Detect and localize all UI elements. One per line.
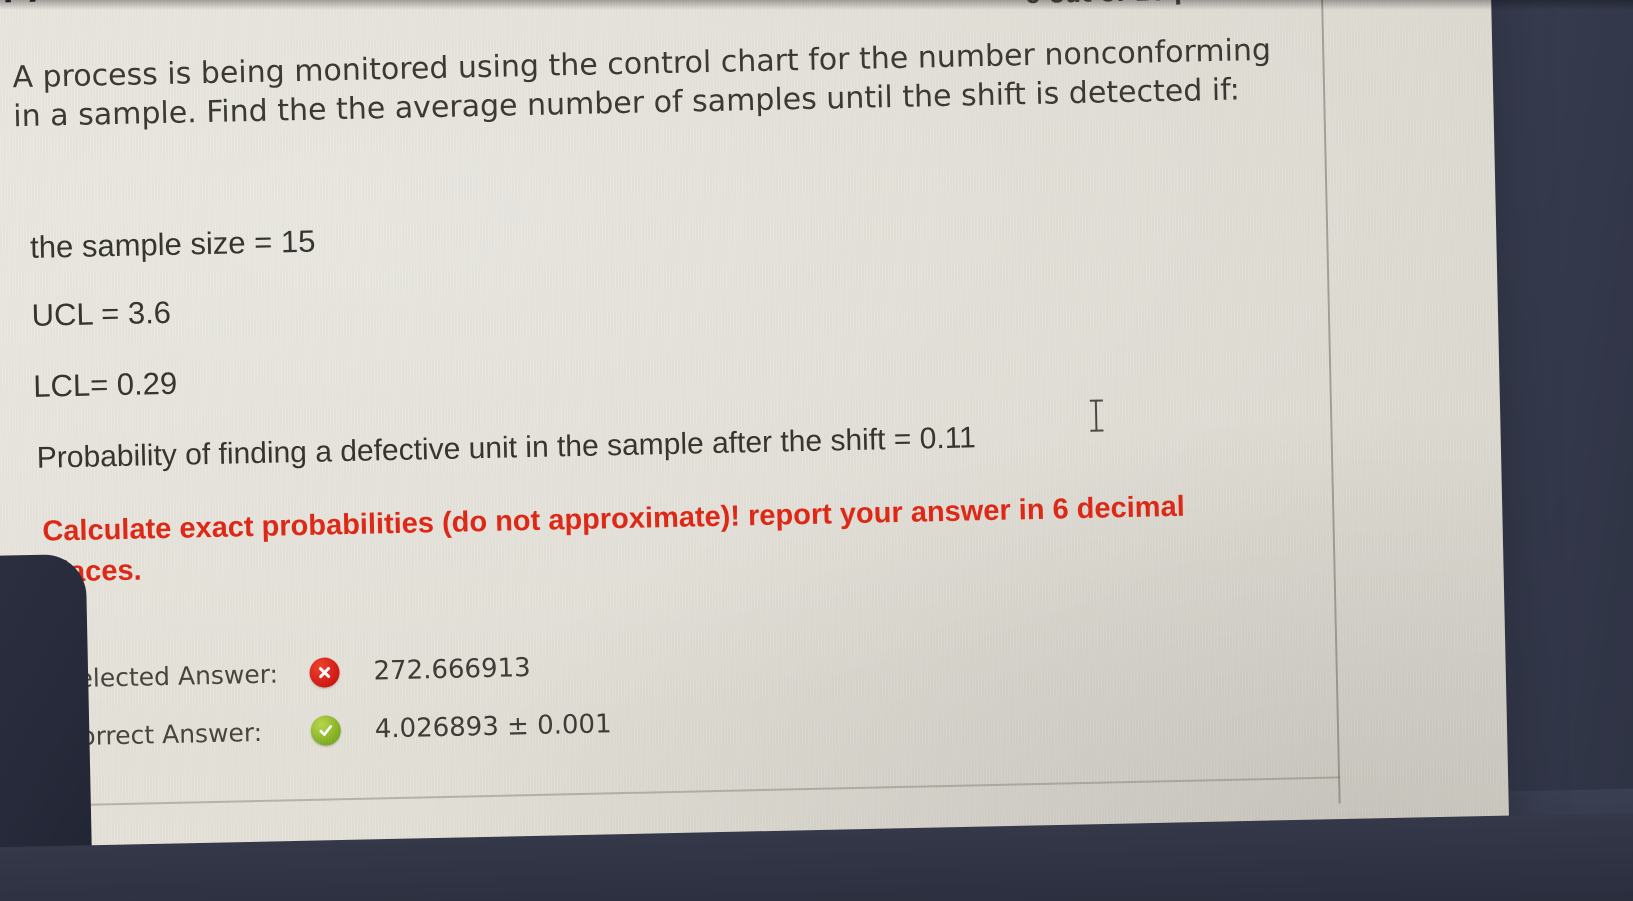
correct-answer-label: Correct Answer:: [62, 717, 263, 751]
parameter-lcl: LCL= 0.29: [32, 365, 178, 404]
answers-section: Selected Answer: 272.666913 Correct Answ…: [61, 630, 963, 766]
selected-answer-value: 272.666913: [373, 653, 531, 687]
correct-answer-row: Correct Answer: 4.026893 ± 0.001: [62, 688, 963, 766]
content-right-border: [1320, 0, 1341, 804]
instruction-note: Calculate exact probabilities (do not ap…: [42, 490, 1186, 590]
content-bottom-border: [20, 776, 1341, 808]
points-earned-label: 0 out of 10 points: [1025, 0, 1256, 9]
parameter-shift-probability: Probability of finding a defective unit …: [36, 421, 977, 475]
correct-circle-icon: [310, 715, 342, 746]
text-ibeam-cursor: [1089, 399, 1104, 433]
quiz-review-page: stion 7 0 out of 10 points A process is …: [0, 0, 1376, 862]
selected-answer-label: Selected Answer:: [61, 659, 279, 693]
page-title: stion 7: [0, 0, 47, 12]
question-text: A process is being monitored using the c…: [12, 32, 1272, 135]
correct-answer-value: 4.026893 ± 0.001: [374, 709, 612, 745]
laptop-screen: stion 7 0 out of 10 points A process is …: [0, 0, 1510, 901]
parameter-ucl: UCL = 3.6: [31, 294, 172, 333]
parameter-sample-size: the sample size = 15: [29, 223, 316, 265]
wrong-circle-icon: [309, 657, 340, 688]
selected-answer-row: Selected Answer: 272.666913: [61, 630, 962, 708]
